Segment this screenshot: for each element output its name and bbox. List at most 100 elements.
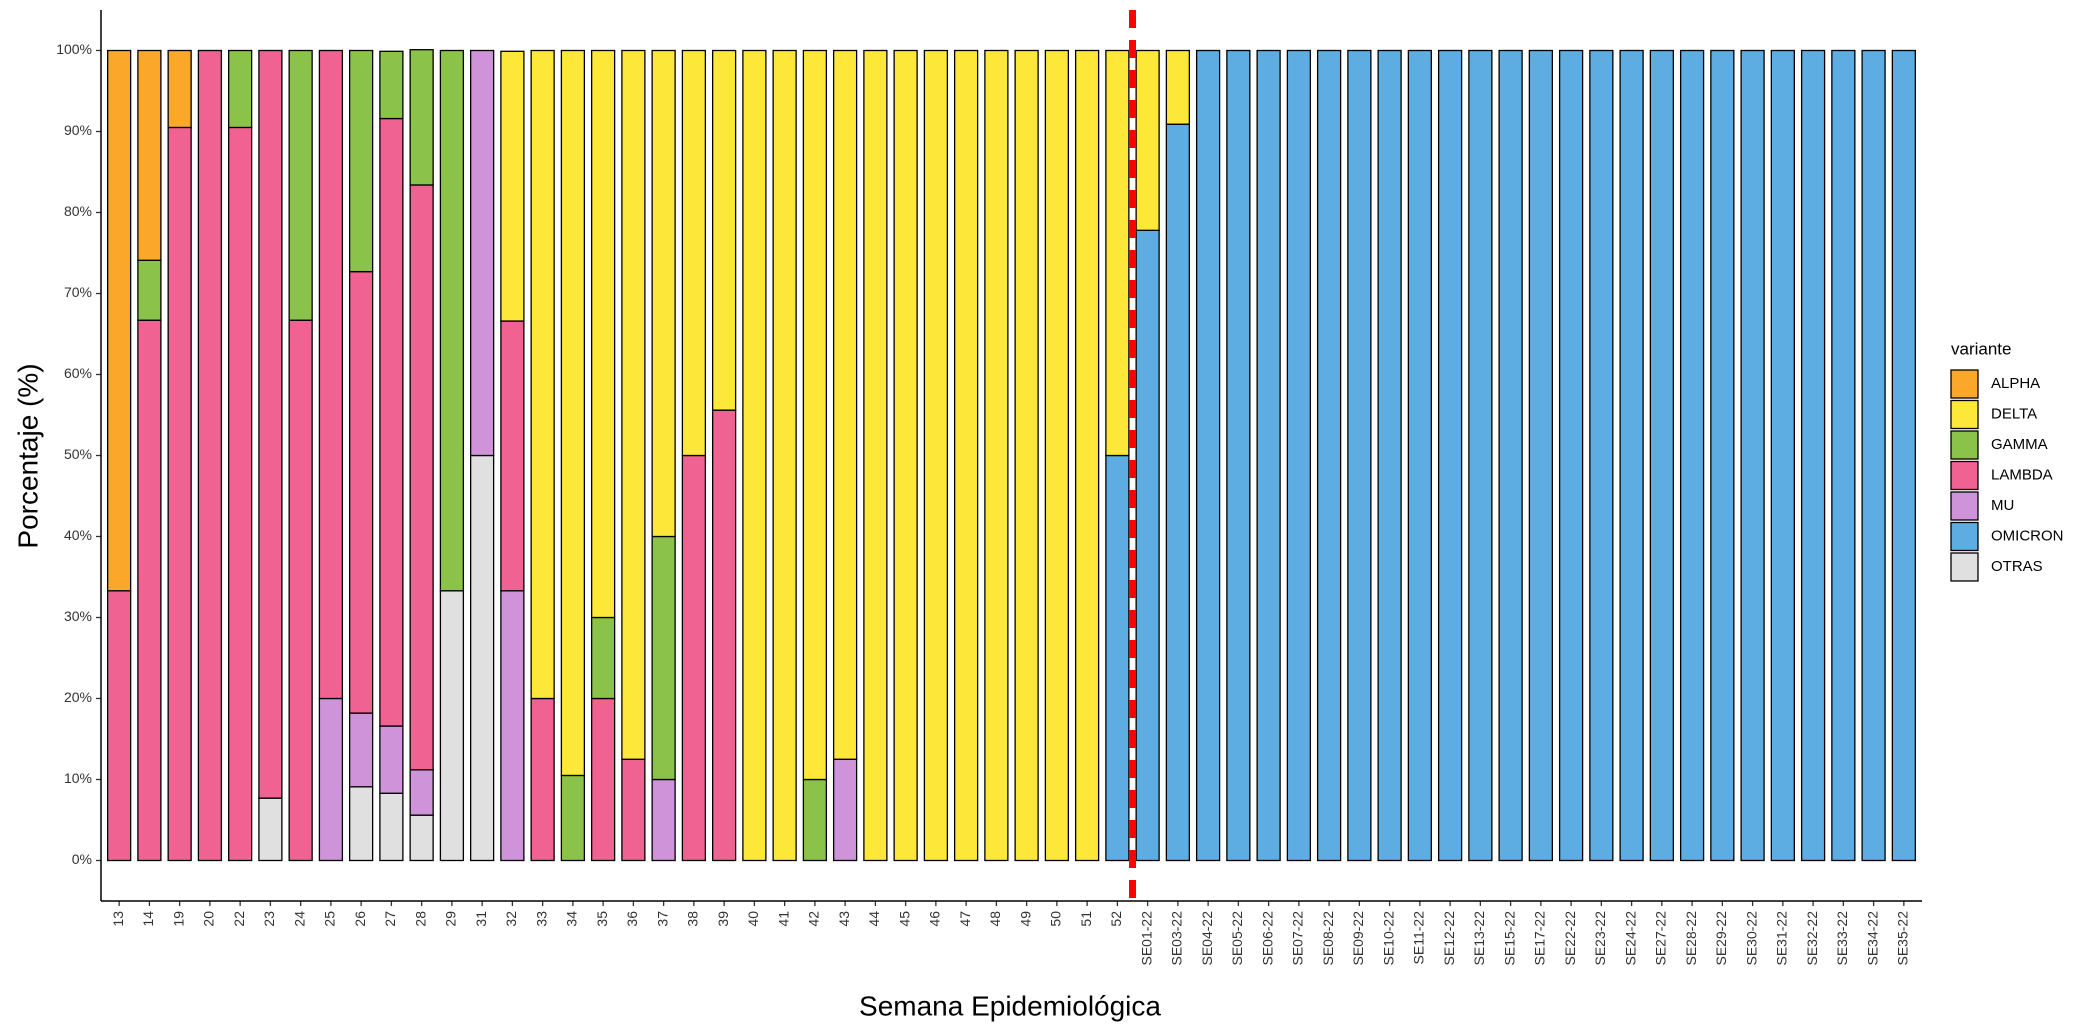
- x-tick-label: SE13-22: [1471, 911, 1487, 966]
- y-tick-label: 70%: [64, 284, 92, 300]
- bar-segment: [560, 774, 586, 862]
- bar-segment: [1740, 49, 1765, 862]
- bar-segment: [1105, 49, 1130, 457]
- bar-segment: [318, 49, 344, 700]
- bar-segment: [1589, 49, 1614, 862]
- bar-segment: [258, 797, 283, 862]
- x-tick-label: 23: [261, 911, 277, 927]
- bar-segment: [711, 409, 737, 862]
- bar-segment: [1800, 49, 1826, 862]
- x-tick-label: SE30-22: [1743, 911, 1759, 966]
- y-tick-label: 90%: [64, 122, 92, 138]
- bar-segment: [1528, 49, 1554, 862]
- bar-segment: [651, 778, 676, 862]
- bar-segment: [530, 49, 555, 700]
- x-tick-label: 20: [201, 911, 217, 927]
- bar-segment: [409, 814, 434, 862]
- bar-segment: [1619, 49, 1644, 862]
- bar-segment: [802, 49, 828, 781]
- x-tick-label: 42: [806, 911, 822, 927]
- legend-label: OMICRON: [1991, 527, 2064, 544]
- x-tick-label: SE28-22: [1683, 911, 1699, 966]
- x-tick-label: 13: [110, 911, 126, 927]
- bar-segment: [802, 778, 828, 862]
- bar-segment: [832, 758, 858, 862]
- x-tick-label: 48: [987, 911, 1003, 927]
- bar-segment: [1105, 454, 1130, 862]
- bar-segment: [137, 49, 162, 261]
- bar-segment: [621, 758, 646, 862]
- x-tick-label: SE23-22: [1592, 911, 1608, 966]
- x-tick-label: 44: [866, 911, 882, 927]
- bar-segment: [1256, 49, 1281, 862]
- bar-segment: [469, 454, 495, 862]
- bar-segment: [1195, 49, 1221, 862]
- x-tick-label: 29: [443, 911, 459, 927]
- x-tick-label: 22: [231, 911, 247, 927]
- y-tick-label: 60%: [64, 365, 92, 381]
- x-axis-title: Semana Epidemiológica: [859, 990, 1161, 1021]
- bar-segment: [893, 49, 918, 862]
- bar-segment: [318, 697, 344, 862]
- x-tick-label: 26: [352, 911, 368, 927]
- bar-segment: [1165, 123, 1191, 862]
- bar-segment: [923, 49, 949, 862]
- x-tick-label: 36: [624, 911, 640, 927]
- bar-segment: [1861, 49, 1886, 862]
- bar-segment: [348, 49, 374, 273]
- bar-segment: [1649, 49, 1675, 862]
- bar-segment: [228, 126, 253, 862]
- bar-segment: [1377, 49, 1402, 862]
- x-tick-label: 45: [896, 911, 912, 927]
- bar-segment: [1498, 49, 1523, 862]
- x-tick-label: SE22-22: [1562, 911, 1578, 966]
- bar-segment: [1165, 49, 1191, 125]
- bar-segment: [197, 49, 223, 862]
- bar-segment: [107, 590, 132, 862]
- x-tick-label: SE06-22: [1259, 911, 1275, 966]
- bar-segment: [288, 49, 313, 321]
- bar-segment: [228, 49, 253, 129]
- y-tick-label: 30%: [64, 608, 92, 624]
- x-tick-label: SE27-22: [1653, 911, 1669, 966]
- x-tick-label: 49: [1017, 911, 1033, 927]
- x-tick-label: 50: [1048, 911, 1064, 927]
- legend-key: [1950, 521, 1979, 552]
- bar-segment: [560, 49, 586, 777]
- bar-segment: [651, 49, 676, 538]
- legend-key: [1950, 369, 1979, 399]
- bar-segment: [258, 49, 283, 799]
- legend-key: [1950, 430, 1979, 460]
- bar-segment: [348, 786, 374, 862]
- bar-segment: [1437, 49, 1463, 862]
- x-tick-label: SE32-22: [1804, 911, 1820, 966]
- x-tick-label: 28: [412, 911, 428, 927]
- x-tick-label: SE35-22: [1895, 911, 1911, 966]
- y-tick-label: 50%: [64, 446, 92, 462]
- bar-segment: [1891, 49, 1916, 862]
- bar-segment: [953, 49, 979, 862]
- x-tick-label: SE10-22: [1380, 911, 1396, 966]
- x-tick-label: 51: [1078, 911, 1094, 927]
- bar-segment: [590, 697, 616, 862]
- bar-segment: [621, 49, 646, 760]
- bar-segment: [590, 49, 616, 619]
- x-tick-label: SE15-22: [1501, 911, 1517, 966]
- bar-segment: [1770, 49, 1795, 862]
- bar-segment: [379, 725, 404, 794]
- x-tick-label: SE17-22: [1532, 911, 1548, 966]
- bar-segment: [409, 49, 434, 186]
- x-tick-label: SE03-22: [1169, 911, 1185, 966]
- x-tick-label: SE24-22: [1622, 911, 1638, 966]
- y-tick-label: 10%: [64, 770, 92, 786]
- bar-segment: [439, 590, 465, 862]
- x-tick-label: SE05-22: [1229, 911, 1245, 966]
- bar-segment: [500, 50, 525, 322]
- x-tick-label: 24: [291, 911, 307, 927]
- bar-segment: [772, 49, 797, 862]
- bar-segment: [1831, 49, 1856, 862]
- x-tick-label: 52: [1108, 911, 1124, 927]
- bar-segment: [1014, 49, 1039, 862]
- bar-segment: [409, 184, 434, 771]
